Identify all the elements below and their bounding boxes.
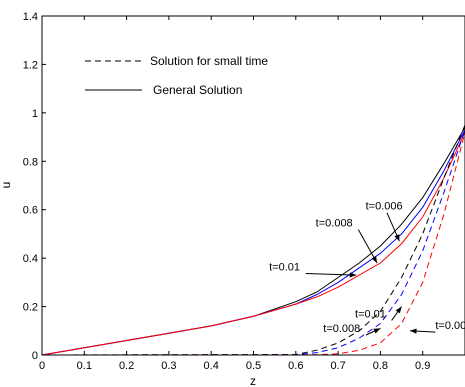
annotation-arrowhead bbox=[373, 328, 381, 334]
annotation-label: t=0.008 bbox=[323, 323, 360, 335]
axis-ticks: 0 0.1 0.2 0.3 0.4 0.5 0.6 0.7 0.8 0.9 0 0.2 0.4 0.6 0.… bbox=[23, 11, 431, 372]
plot-lines bbox=[41, 124, 465, 356]
x-tick-label: 0.6 bbox=[288, 360, 303, 372]
annotation-label: t=0.006 bbox=[435, 320, 465, 332]
annotation-arrowhead bbox=[394, 234, 400, 242]
x-axis-label: z bbox=[250, 374, 256, 387]
annotation-label: t=0.008 bbox=[316, 218, 353, 230]
x-tick-label: 0.9 bbox=[415, 360, 430, 372]
annotation-arrow bbox=[305, 272, 357, 276]
annotation-label: t=0.006 bbox=[366, 201, 403, 213]
y-tick-label: 1 bbox=[32, 108, 38, 120]
y-axis-label: u bbox=[0, 182, 13, 189]
legend-label-general: General Solution bbox=[153, 83, 242, 97]
annotation-arrows bbox=[305, 212, 436, 336]
x-tick-label: 0.1 bbox=[77, 360, 92, 372]
annotation-labels: t=0.006 t=0.008 t=0.01 t=0.01 t=0.008 t=0.006 bbox=[269, 201, 465, 335]
annotation-arrowhead bbox=[395, 306, 402, 314]
annotation-label: t=0.01 bbox=[269, 261, 300, 273]
x-tick-label: 0.7 bbox=[330, 360, 345, 372]
x-tick-label: 0.3 bbox=[161, 360, 176, 372]
series-line-small-time-5 bbox=[41, 132, 465, 356]
plot-frame bbox=[41, 15, 465, 356]
y-tick-label: 0.8 bbox=[23, 156, 38, 168]
legend: Solution for small time General Solution bbox=[85, 54, 268, 97]
y-tick-label: 0.2 bbox=[23, 302, 38, 314]
annotation-arrowhead bbox=[349, 272, 357, 278]
y-tick-label: 0.4 bbox=[23, 253, 38, 265]
x-tick-label: 0.8 bbox=[373, 360, 388, 372]
series-line-small-time-4 bbox=[41, 129, 465, 356]
series-line-small-time-3 bbox=[41, 124, 465, 356]
y-tick-label: 1.2 bbox=[23, 59, 38, 71]
series-line-general-2 bbox=[41, 131, 465, 356]
x-tick-label: 0 bbox=[39, 360, 45, 372]
y-tick-label: 1.4 bbox=[23, 11, 38, 23]
x-tick-label: 0.4 bbox=[204, 360, 219, 372]
series-line-general-1 bbox=[41, 129, 465, 356]
annotation-arrowhead bbox=[410, 328, 417, 334]
series-line-general-0 bbox=[41, 127, 465, 356]
annotation-arrowhead bbox=[371, 256, 378, 263]
y-tick-label: 0 bbox=[32, 350, 38, 362]
legend-label-small-time: Solution for small time bbox=[150, 54, 268, 68]
x-tick-label: 0.5 bbox=[246, 360, 261, 372]
y-tick-label: 0.6 bbox=[23, 205, 38, 217]
x-tick-label: 0.2 bbox=[119, 360, 134, 372]
annotation-label: t=0.01 bbox=[355, 308, 386, 320]
